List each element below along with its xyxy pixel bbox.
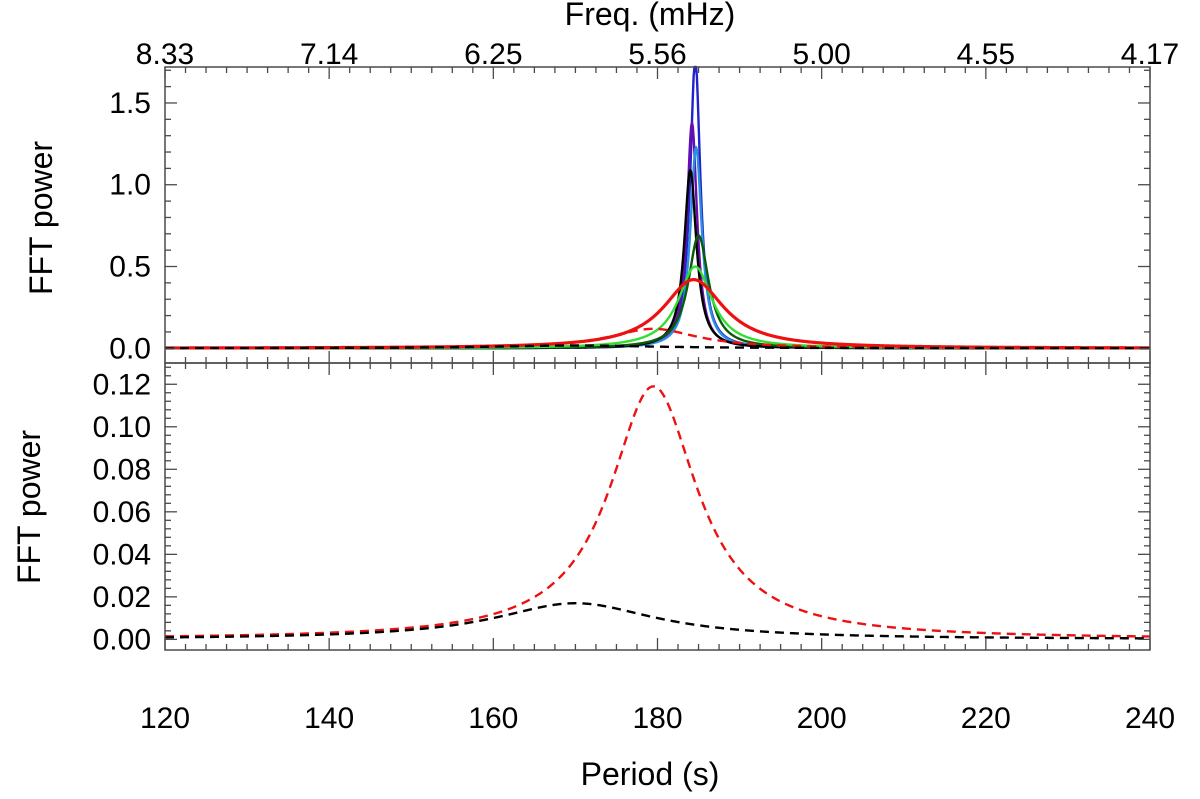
y-tick-label: 0.10 [93,411,151,444]
y-tick-label: 1.5 [109,87,151,120]
y-tick-label: 0.0 [109,332,151,365]
series-dark-green-line [164,234,1151,350]
y-tick-label: 0.02 [93,581,151,614]
y-tick-label: 0.06 [93,496,151,529]
x-tick-label: 200 [797,702,847,735]
freq-tick-label: 7.14 [300,38,358,71]
freq-tick-label: 4.17 [1121,38,1179,71]
y-tick-label: 0.12 [93,368,151,401]
top-y-axis-title: FFT power [23,141,59,295]
series-light-blue-line [164,145,1151,350]
y-tick-label: 1.0 [109,169,151,202]
bottom-panel: 0.00 0.02 0.04 0.06 0.08 0.10 0.12 120 140 160 180… [93,362,1175,735]
x-axis-title: Period (s) [581,756,720,792]
series-green-line [164,265,1151,350]
top-axis-title: Freq. (mHz) [565,0,736,32]
x-tick-label: 160 [468,702,518,735]
x-tick-label: 240 [1125,702,1175,735]
freq-tick-label: 8.33 [136,38,194,71]
x-tick-label: 120 [140,702,190,735]
plot-frame [164,362,1151,651]
x-tick-label: 140 [304,702,354,735]
series-black-line [164,168,1151,350]
y-tick-label: 0.04 [93,538,151,571]
top-panel: 0.0 0.5 1.0 1.5 8.33 7.14 6.25 5.56 5.00 4.55 4.17 [109,38,1179,365]
freq-tick-label: 5.00 [792,38,850,71]
bottom-y-axis-title: FFT power [11,430,47,584]
freq-tick-label: 6.25 [464,38,522,71]
freq-tick-label: 4.55 [957,38,1015,71]
plot-frame [164,66,1151,364]
y-tick-label: 0.5 [109,251,151,284]
series-red-line [164,278,1151,350]
x-tick-label: 220 [961,702,1011,735]
series-red-dashed-line [164,385,1151,638]
series-black-dashed-line [164,602,1151,640]
y-tick-label: 0.08 [93,453,151,486]
x-tick-label: 180 [632,702,682,735]
series-blue-line [164,65,1151,350]
y-tick-label: 0.00 [93,623,151,656]
freq-tick-label: 5.56 [628,38,686,71]
